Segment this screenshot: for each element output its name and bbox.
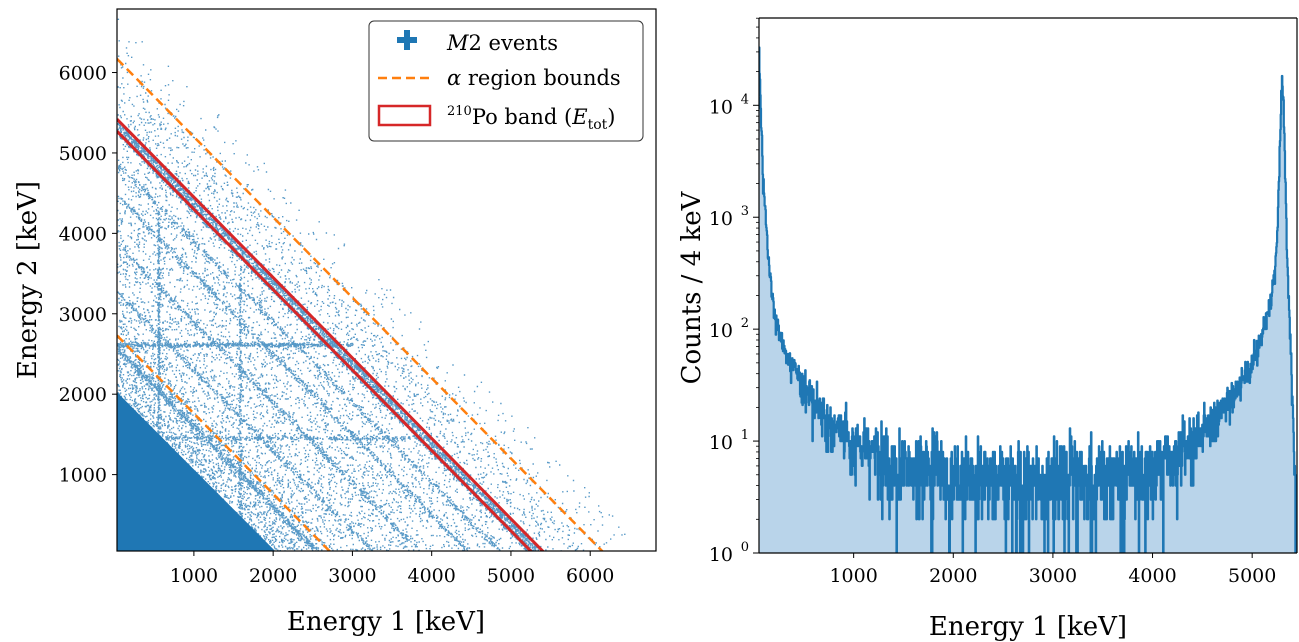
right-y-tick-label: 10 bbox=[709, 320, 733, 342]
alpha-bound-line-2 bbox=[117, 334, 332, 551]
right-y-tick-exponent: 0 bbox=[741, 540, 749, 555]
legend-label-m2: M2 events bbox=[446, 31, 558, 55]
alpha-bound-line-1 bbox=[117, 57, 604, 551]
left-y-tick-label: 3000 bbox=[59, 304, 107, 326]
dense-event-region bbox=[117, 392, 276, 551]
histogram-line bbox=[759, 46, 1297, 553]
left-scatter-panel: 1000 2000 3000 4000 5000 6000 1000 2000 3000 400… bbox=[13, 8, 657, 637]
legend-box bbox=[368, 20, 644, 142]
legend-label-alpha: α region bounds bbox=[447, 66, 621, 90]
left-y-axis-label: Energy 2 [keV] bbox=[13, 181, 43, 379]
legend-item-po-band: 210Po band (Etot) bbox=[377, 104, 615, 133]
left-y-tick-label: 5000 bbox=[59, 143, 107, 165]
right-x-tick-label: 4000 bbox=[1128, 565, 1176, 587]
po-band-line-2 bbox=[117, 130, 533, 551]
left-x-ticks: 1000 2000 3000 4000 5000 6000 bbox=[170, 551, 614, 587]
histogram-fill bbox=[759, 47, 1297, 553]
left-x-tick-label: 3000 bbox=[328, 565, 376, 587]
right-x-tick-label: 3000 bbox=[1029, 565, 1077, 587]
left-y-tick-label: 2000 bbox=[59, 384, 107, 406]
left-x-tick-label: 4000 bbox=[408, 565, 456, 587]
right-x-tick-label: 1000 bbox=[829, 565, 877, 587]
left-plot-frame bbox=[116, 8, 657, 552]
right-histogram-panel: 1000 2000 3000 4000 5000 10 0 10 1 10 2 10 3 10 4 Ene… bbox=[677, 17, 1298, 642]
po-band-line-1 bbox=[117, 118, 545, 551]
right-y-tick-label: 10 bbox=[709, 544, 733, 566]
left-y-tick-label: 4000 bbox=[59, 223, 107, 245]
right-y-tick-exponent: 1 bbox=[741, 428, 749, 443]
right-y-tick-exponent: 3 bbox=[741, 204, 749, 219]
left-y-tick-label: 1000 bbox=[59, 465, 107, 487]
legend-band-rect bbox=[377, 104, 432, 127]
region-lines bbox=[117, 57, 604, 551]
scatter-points bbox=[117, 18, 626, 551]
right-y-tick-label: 10 bbox=[709, 96, 733, 118]
legend-item-m2-events: M2 events bbox=[397, 30, 558, 55]
right-x-ticks: 1000 2000 3000 4000 5000 bbox=[829, 553, 1276, 587]
legend: M2 events α region bounds 210Po band (Et… bbox=[368, 20, 644, 142]
legend-marker-cross bbox=[397, 30, 417, 50]
left-x-tick-label: 2000 bbox=[249, 565, 297, 587]
left-y-ticks: 1000 2000 3000 4000 5000 6000 bbox=[59, 63, 117, 487]
right-y-tick-exponent: 4 bbox=[741, 92, 749, 107]
left-y-tick-label: 6000 bbox=[59, 63, 107, 85]
right-y-axis-label: Counts / 4 keV bbox=[677, 190, 707, 384]
legend-item-alpha-bounds: α region bounds bbox=[378, 66, 621, 90]
left-x-axis-label: Energy 1 [keV] bbox=[287, 607, 485, 637]
legend-label-po: 210Po band (Etot) bbox=[447, 104, 615, 133]
right-y-tick-label: 10 bbox=[709, 208, 733, 230]
right-x-tick-label: 2000 bbox=[929, 565, 977, 587]
right-x-axis-label: Energy 1 [keV] bbox=[929, 612, 1127, 642]
left-x-tick-label: 6000 bbox=[566, 565, 614, 587]
right-y-tick-label: 10 bbox=[709, 432, 733, 454]
left-x-tick-label: 5000 bbox=[487, 565, 535, 587]
histogram-plot bbox=[759, 46, 1297, 553]
m2-event-points bbox=[117, 18, 626, 551]
right-y-ticks: 10 0 10 1 10 2 10 3 10 4 bbox=[709, 17, 759, 566]
right-y-tick-exponent: 2 bbox=[741, 316, 749, 331]
left-x-tick-label: 1000 bbox=[170, 565, 218, 587]
right-x-tick-label: 5000 bbox=[1228, 565, 1276, 587]
